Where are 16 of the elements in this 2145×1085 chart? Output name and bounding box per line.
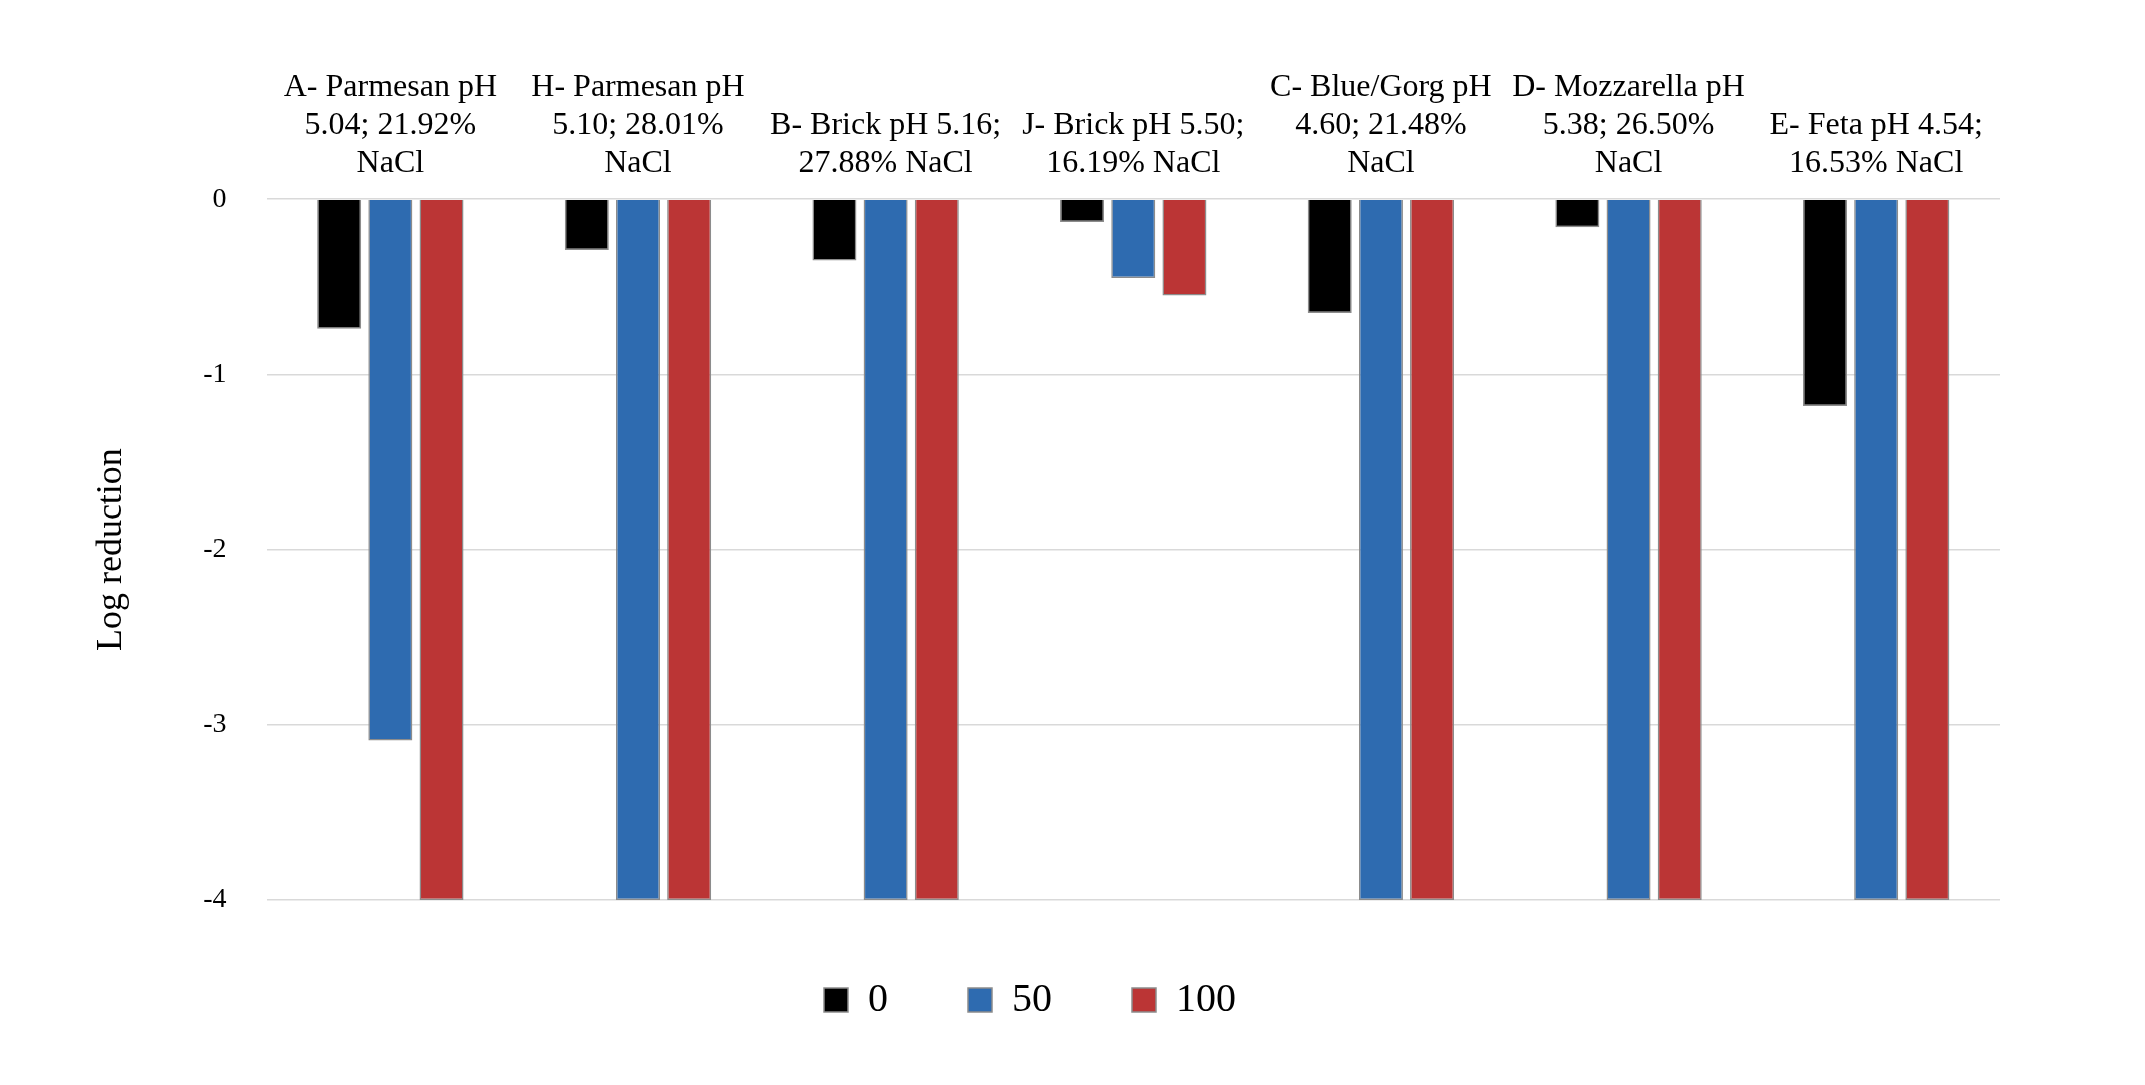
y-tick-label: -1 <box>203 356 227 388</box>
y-tick-label: -4 <box>203 882 227 914</box>
x-tick-label: B- Brick pH 5.16; 27.88% NaCl <box>770 105 1002 180</box>
y-tick-label: -2 <box>203 531 227 563</box>
y-axis-title: Log reduction <box>89 448 130 652</box>
x-tick-label: J- Brick pH 5.50; 16.19% NaCl <box>1022 105 1245 180</box>
x-tick-label: H- Parmesan pH 5.10; 28.01% NaCl <box>531 66 745 180</box>
y-tick-label: 0 <box>212 181 227 213</box>
x-tick-label: C- Blue/Gorg pH 4.60; 21.48% NaCl <box>1270 66 1492 180</box>
legend-label: 100 <box>1176 974 1236 1020</box>
x-tick-label: A- Parmesan pH 5.04; 21.92% NaCl <box>283 66 497 180</box>
y-tick-label: -3 <box>203 707 227 739</box>
x-tick-label: D- Mozzarella pH 5.38; 26.50% NaCl <box>1512 66 1745 180</box>
legend-label: 0 <box>868 974 888 1020</box>
x-tick-label: E- Feta pH 4.54; 16.53% NaCl <box>1769 105 1983 180</box>
legend-label: 50 <box>1012 974 1052 1020</box>
